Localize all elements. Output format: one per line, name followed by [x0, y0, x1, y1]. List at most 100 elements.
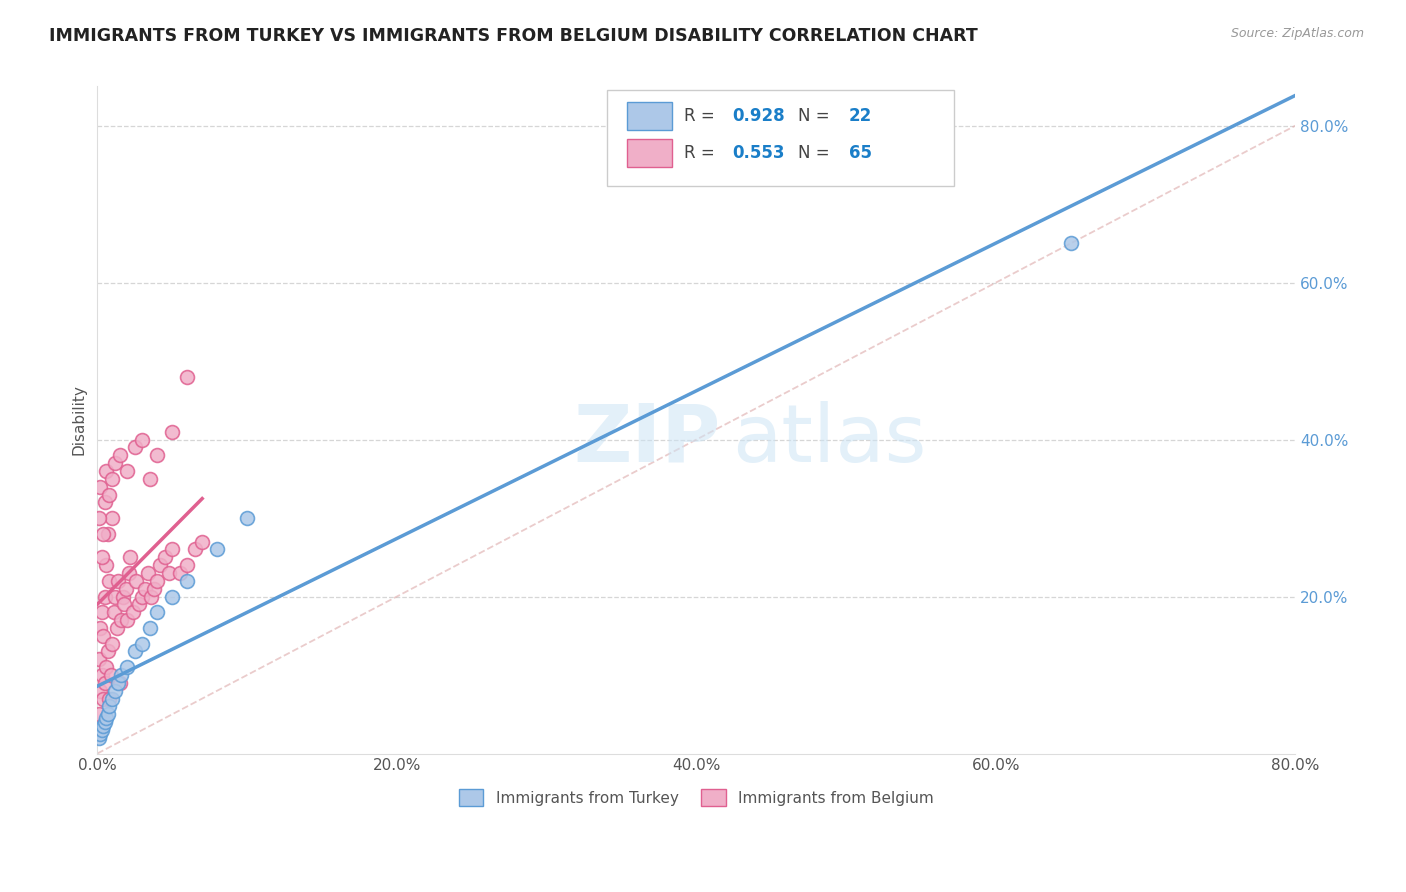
Point	[131, 590, 153, 604]
Point	[146, 605, 169, 619]
Point	[89, 621, 111, 635]
Bar	[627, 103, 672, 130]
Point	[94, 495, 117, 509]
Point	[236, 511, 259, 525]
Point	[1060, 236, 1083, 251]
Point	[139, 472, 162, 486]
Point	[89, 683, 111, 698]
Text: 0.553: 0.553	[733, 145, 785, 162]
Point	[100, 668, 122, 682]
Text: ZIP: ZIP	[574, 401, 720, 479]
Point	[89, 727, 111, 741]
Point	[110, 668, 132, 682]
Point	[183, 542, 205, 557]
Text: N =: N =	[799, 107, 835, 126]
Point	[146, 448, 169, 462]
Legend: Immigrants from Turkey, Immigrants from Belgium: Immigrants from Turkey, Immigrants from …	[453, 782, 941, 813]
Point	[139, 621, 162, 635]
Point	[90, 605, 112, 619]
Text: 0.928: 0.928	[733, 107, 785, 126]
Point	[176, 558, 198, 573]
Text: Source: ZipAtlas.com: Source: ZipAtlas.com	[1230, 27, 1364, 40]
Point	[94, 590, 117, 604]
Point	[104, 683, 127, 698]
Point	[191, 534, 214, 549]
Point	[134, 582, 156, 596]
Point	[118, 566, 141, 580]
Text: R =: R =	[685, 145, 720, 162]
Point	[169, 566, 191, 580]
Point	[87, 731, 110, 745]
Point	[87, 707, 110, 722]
Point	[107, 676, 129, 690]
Point	[125, 574, 148, 588]
Point	[122, 605, 145, 619]
Point	[93, 629, 115, 643]
Point	[101, 691, 124, 706]
Point	[149, 558, 172, 573]
Point	[143, 582, 166, 596]
Point	[96, 464, 118, 478]
Point	[176, 574, 198, 588]
Point	[90, 668, 112, 682]
Point	[105, 621, 128, 635]
Text: R =: R =	[685, 107, 720, 126]
Point	[108, 448, 131, 462]
Point	[93, 719, 115, 733]
Point	[97, 526, 120, 541]
Point	[98, 691, 121, 706]
Point	[96, 711, 118, 725]
Point	[104, 456, 127, 470]
Point	[89, 480, 111, 494]
Point	[131, 433, 153, 447]
Point	[120, 550, 142, 565]
Point	[93, 691, 115, 706]
Point	[117, 613, 139, 627]
Point	[117, 660, 139, 674]
Point	[110, 613, 132, 627]
Point	[160, 590, 183, 604]
Point	[98, 487, 121, 501]
Point	[114, 582, 136, 596]
Point	[112, 598, 135, 612]
Point	[205, 542, 228, 557]
Point	[101, 637, 124, 651]
Point	[98, 699, 121, 714]
Point	[160, 542, 183, 557]
Text: 65: 65	[849, 145, 872, 162]
Point	[94, 715, 117, 730]
FancyBboxPatch shape	[606, 90, 955, 186]
Point	[128, 598, 150, 612]
Point	[90, 550, 112, 565]
Point	[111, 590, 134, 604]
Bar	[627, 139, 672, 167]
Point	[136, 566, 159, 580]
Point	[104, 590, 127, 604]
Point	[87, 511, 110, 525]
Point	[131, 637, 153, 651]
Text: atlas: atlas	[733, 401, 927, 479]
Point	[146, 574, 169, 588]
Point	[117, 464, 139, 478]
Point	[160, 425, 183, 439]
Point	[87, 652, 110, 666]
Point	[141, 590, 163, 604]
Point	[176, 369, 198, 384]
Point	[97, 644, 120, 658]
Point	[124, 644, 146, 658]
Point	[157, 566, 180, 580]
Point	[103, 605, 125, 619]
Y-axis label: Disability: Disability	[72, 384, 86, 456]
Point	[93, 526, 115, 541]
Text: 22: 22	[849, 107, 872, 126]
Point	[97, 707, 120, 722]
Point	[107, 574, 129, 588]
Point	[153, 550, 176, 565]
Point	[96, 660, 118, 674]
Point	[96, 558, 118, 573]
Text: N =: N =	[799, 145, 835, 162]
Point	[101, 511, 124, 525]
Point	[98, 574, 121, 588]
Point	[124, 441, 146, 455]
Point	[94, 676, 117, 690]
